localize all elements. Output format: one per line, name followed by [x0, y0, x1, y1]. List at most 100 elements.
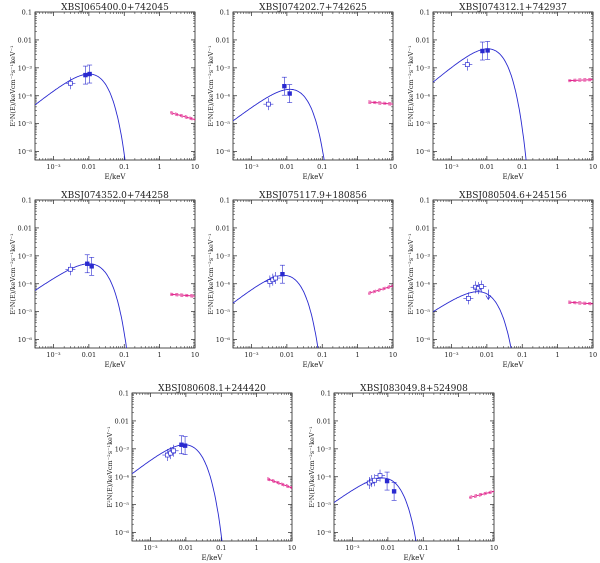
y-axis-label: E²N(E)/keVcm⁻²s⁻¹keV⁻¹: [106, 426, 114, 508]
x-tick-label: 0.01: [179, 544, 193, 552]
panel-title: XBSJ075117.9+180856: [259, 191, 367, 201]
x-tick-label: 0.1: [119, 351, 129, 359]
xray-spectrum: [368, 101, 394, 105]
x-tick-label: 10⁻³: [244, 163, 259, 171]
xray-spectrum: [368, 284, 394, 293]
open-data-point: [68, 80, 73, 86]
x-tick-label: 0.1: [517, 351, 527, 359]
y-tick-label: 0.1: [220, 197, 230, 205]
model-curve: [35, 263, 127, 348]
y-tick-label: 10⁻³: [216, 64, 231, 72]
x-tick-label: 1: [556, 163, 560, 171]
panel-title: XBSJ065400.0+742045: [61, 3, 169, 13]
y-tick-label: 10⁻⁵: [18, 308, 33, 316]
x-axis-label: E/keV: [503, 361, 525, 369]
x-tick-label: 1: [556, 351, 560, 359]
y-axis-label: E²N(E)/keVcm⁻²s⁻¹keV⁻¹: [207, 233, 215, 315]
y-tick-label: 10⁻³: [18, 252, 33, 260]
x-tick-label: 10⁻³: [46, 351, 61, 359]
x-tick-label: 0.01: [480, 163, 494, 171]
xray-spectrum: [568, 300, 594, 303]
y-tick-label: 0.01: [416, 36, 430, 44]
y-tick-label: 10⁻⁴: [115, 473, 130, 481]
filled-data-point: [85, 261, 90, 266]
x-tick-label: 1: [158, 351, 162, 359]
xray-spectrum: [170, 113, 196, 122]
x-tick-label: 1: [356, 351, 360, 359]
xray-spectrum: [170, 292, 196, 296]
xray-spectrum: [368, 100, 394, 104]
filled-data-point: [179, 442, 184, 447]
y-tick-label: 10⁻³: [18, 64, 33, 72]
x-tick-label: 0.01: [280, 163, 294, 171]
y-tick-label: 0.01: [317, 417, 331, 425]
y-tick-label: 0.01: [216, 36, 230, 44]
open-data-point: [479, 284, 484, 289]
x-tick-label: 10: [389, 163, 397, 171]
y-tick-label: 0.1: [22, 9, 32, 17]
x-axis-label: E/keV: [404, 554, 426, 562]
y-tick-label: 10⁻⁵: [416, 120, 431, 128]
x-axis-label: E/keV: [303, 173, 325, 181]
y-axis-label: E²N(E)/keVcm⁻²s⁻¹keV⁻¹: [207, 45, 215, 127]
y-tick-label: 0.01: [115, 417, 129, 425]
y-tick-label: 10⁻⁴: [216, 92, 231, 100]
filled-data-point: [282, 83, 287, 89]
xray-spectrum: [267, 478, 293, 489]
filled-data-point: [480, 48, 485, 54]
xray-spectrum: [368, 286, 394, 295]
sed-panel: XBSJ074312.1+742937 10⁻³ 0.01 0.1 1 10 0.1 0.01…: [407, 3, 597, 181]
sed-panel: XBSJ080504.6+245156 10⁻³ 0.01 0.1 1 10 0.1 0.01…: [407, 191, 597, 369]
y-axis-label: E²N(E)/keVcm⁻²s⁻¹keV⁻¹: [308, 426, 316, 508]
xray-spectrum: [170, 111, 196, 119]
y-tick-label: 0.1: [420, 197, 430, 205]
x-tick-label: 10⁻³: [244, 351, 259, 359]
open-data-point: [466, 296, 471, 301]
sed-panel: XBSJ074202.7+742625 10⁻³ 0.01 0.1 1 10 0.1 0.01…: [207, 3, 397, 181]
x-tick-label: 10: [589, 163, 597, 171]
y-tick-label: 10⁻⁶: [18, 148, 33, 156]
y-tick-label: 10⁻⁶: [18, 336, 33, 344]
y-tick-label: 10⁻⁶: [416, 148, 431, 156]
y-tick-label: 0.1: [119, 390, 129, 398]
x-tick-label: 10: [389, 351, 397, 359]
x-tick-label: 10: [589, 351, 597, 359]
y-tick-label: 10⁻⁵: [216, 308, 231, 316]
plot-frame: [34, 11, 196, 161]
y-tick-label: 0.1: [420, 9, 430, 17]
xray-spectrum: [267, 477, 293, 487]
xray-spectrum: [368, 102, 394, 106]
open-data-point: [266, 101, 271, 107]
y-tick-label: 10⁻³: [416, 64, 431, 72]
x-tick-label: 1: [158, 163, 162, 171]
y-tick-label: 10⁻³: [115, 445, 130, 453]
xray-spectrum: [568, 301, 594, 305]
xray-spectrum: [368, 285, 394, 294]
y-axis-label: E²N(E)/keVcm⁻²s⁻¹keV⁻¹: [407, 233, 415, 315]
x-tick-label: 0.01: [82, 351, 96, 359]
filled-data-point: [182, 443, 188, 448]
open-data-point: [464, 62, 470, 68]
model-curve: [35, 73, 126, 160]
xray-spectrum: [267, 479, 293, 490]
y-tick-label: 0.1: [220, 9, 230, 17]
model-curve: [233, 88, 325, 160]
x-tick-label: 10⁻³: [444, 351, 459, 359]
filled-data-point: [83, 72, 88, 78]
y-tick-label: 10⁻⁴: [416, 280, 431, 288]
y-tick-label: 10⁻⁴: [216, 280, 231, 288]
y-tick-label: 0.1: [22, 197, 32, 205]
model-curve: [334, 477, 417, 541]
open-data-point: [377, 473, 383, 478]
y-tick-label: 0.1: [321, 390, 331, 398]
x-tick-label: 0.1: [317, 351, 327, 359]
y-axis-label: E²N(E)/keVcm⁻²s⁻¹keV⁻¹: [407, 45, 415, 127]
y-tick-label: 10⁻⁶: [115, 529, 130, 537]
plot-frame: [432, 199, 594, 349]
x-tick-label: 10: [288, 544, 296, 552]
y-tick-label: 0.01: [18, 224, 32, 232]
xray-spectrum: [469, 489, 495, 497]
filled-data-point: [485, 48, 490, 53]
open-data-point: [171, 448, 176, 454]
